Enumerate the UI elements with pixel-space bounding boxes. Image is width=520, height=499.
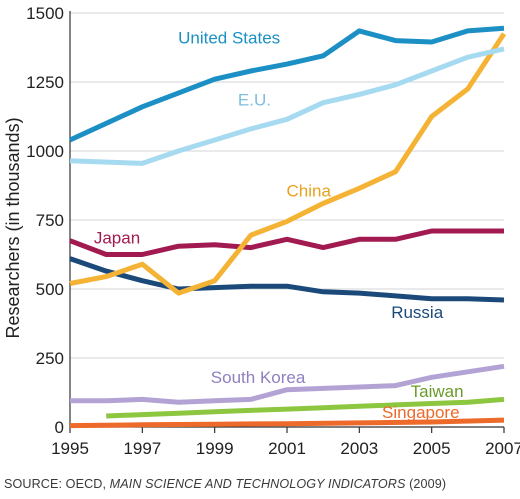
series-label-russia: Russia bbox=[391, 303, 444, 322]
x-tick-label: 1999 bbox=[196, 439, 234, 458]
source-title: MAIN SCIENCE AND TECHNOLOGY INDICATORS bbox=[109, 477, 406, 491]
series-label-japan: Japan bbox=[94, 228, 140, 247]
y-tick-label: 1000 bbox=[26, 142, 64, 161]
series-line-russia bbox=[69, 256, 505, 303]
series-line-united-states bbox=[68, 25, 505, 143]
researchers-line-chart: 0 250 500 750 1000 1250 1500 1995 1997 1999 2001 20… bbox=[3, 4, 520, 458]
y-tick-label: 0 bbox=[55, 418, 64, 437]
series-label-china: China bbox=[286, 182, 331, 201]
x-tick-label: 2001 bbox=[268, 439, 306, 458]
series-line-japan bbox=[69, 228, 504, 257]
series-label-e-u: E.U. bbox=[238, 90, 271, 109]
y-tick-label: 1500 bbox=[26, 4, 64, 23]
y-tick-label: 1250 bbox=[26, 73, 64, 92]
series-line-south-korea bbox=[70, 363, 505, 405]
series-line-e-u bbox=[69, 46, 505, 166]
source-note: SOURCE: OECD, MAIN SCIENCE AND TECHNOLOG… bbox=[4, 477, 446, 491]
x-tick-label: 1995 bbox=[51, 439, 89, 458]
series-labels: United States E.U. China Japan Russia South K… bbox=[94, 28, 464, 422]
y-tick-label: 750 bbox=[36, 211, 64, 230]
series-line-taiwan bbox=[106, 396, 505, 419]
series-label-united-states: United States bbox=[178, 28, 280, 47]
x-tick-label: 2007 bbox=[485, 439, 520, 458]
x-tick-label: 2003 bbox=[340, 439, 378, 458]
source-prefix: SOURCE: OECD, bbox=[4, 477, 110, 491]
source-suffix: (2009) bbox=[405, 477, 447, 491]
x-tick-label: 2005 bbox=[413, 439, 451, 458]
series-label-taiwan: Taiwan bbox=[411, 382, 464, 401]
y-tick-label: 500 bbox=[36, 280, 64, 299]
y-axis-title: Researchers (in thousands) bbox=[3, 117, 23, 338]
x-tick-label: 1997 bbox=[123, 439, 161, 458]
y-tick-label: 250 bbox=[36, 349, 64, 368]
series-line-singapore bbox=[69, 417, 505, 429]
series-label-singapore: Singapore bbox=[382, 403, 460, 422]
series-line-china bbox=[69, 32, 507, 296]
series-label-south-korea: South Korea bbox=[211, 368, 306, 387]
series-lines bbox=[68, 25, 507, 429]
